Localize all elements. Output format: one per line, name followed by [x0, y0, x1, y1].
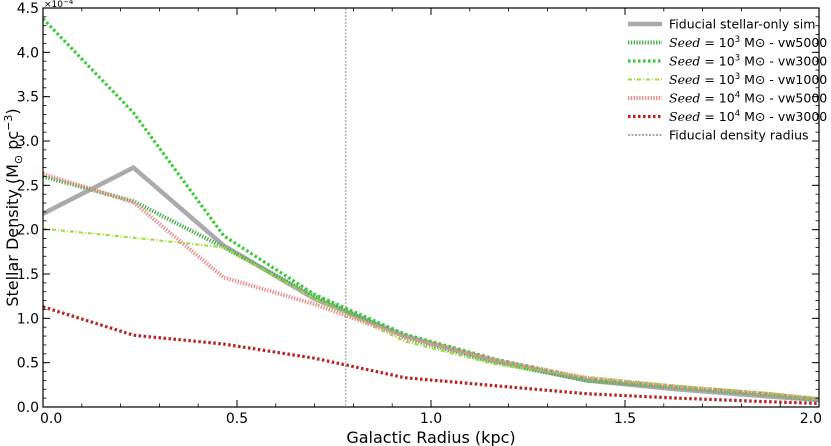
- x-tick-label: 2.0: [800, 411, 822, 427]
- legend-label: Seed = 104 M⊙ - vw3000: [669, 109, 827, 124]
- legend-item-2: Seed = 103 M⊙ - vw3000: [628, 54, 827, 69]
- legend-item-4: Seed = 104 M⊙ - vw5000: [628, 91, 827, 106]
- series-line-3: [43, 227, 819, 400]
- legend-label: Fiducial density radius: [669, 128, 809, 143]
- y-tick-label: 2.0: [17, 223, 39, 239]
- series-line-2: [43, 17, 819, 401]
- x-axis-title: Galactic Radius (kpc): [346, 428, 515, 446]
- x-tick-label: 1.5: [614, 411, 636, 427]
- axis-ticks: 0.0 0.5 1.0 1.5 2.0 0.0 0.5 1.0 1.5 2.0 2.5 3.0 3.5 4…: [17, 1, 822, 427]
- x-tick-label: 1.0: [420, 411, 442, 427]
- legend-item-1: Seed = 103 M⊙ - vw5000: [628, 35, 827, 50]
- series-layer: [43, 17, 819, 406]
- y-tick-label: 3.5: [17, 90, 39, 106]
- legend: Fiducial stellar-only sim Seed = 103 M⊙ -…: [628, 17, 827, 143]
- x-tick-label: 0.0: [40, 411, 62, 427]
- legend-label: Seed = 103 M⊙ - vw1000: [669, 72, 827, 87]
- legend-item-0: Fiducial stellar-only sim: [628, 17, 815, 32]
- legend-item-5: Seed = 104 M⊙ - vw3000: [628, 109, 827, 124]
- x-tick-label: 0.5: [226, 411, 248, 427]
- y-tick-label: 4.5: [17, 1, 39, 17]
- legend-item-3: Seed = 103 M⊙ - vw1000: [628, 72, 827, 87]
- y-tick-label: 0.5: [17, 356, 39, 372]
- y-tick-label: 1.0: [17, 311, 39, 327]
- series-line-4: [43, 171, 819, 402]
- legend-item-6: Fiducial density radius: [628, 128, 809, 143]
- legend-label: Seed = 103 M⊙ - vw5000: [669, 35, 827, 50]
- legend-label: Fiducial stellar-only sim: [669, 17, 815, 32]
- legend-label: Seed = 103 M⊙ - vw3000: [669, 54, 827, 69]
- y-tick-label: 2.5: [17, 178, 39, 194]
- axis-labels: Galactic Radius (kpc) Stellar Density (M⊙…: [2, 0, 516, 446]
- y-tick-label: 4.0: [17, 45, 39, 61]
- legend-label: Seed = 104 M⊙ - vw5000: [669, 91, 827, 106]
- y-tick-label: 1.5: [17, 267, 39, 283]
- y-multiplier: ×10−4: [44, 0, 74, 10]
- y-tick-label: 0.0: [17, 400, 39, 416]
- y-axis-title: Stellar Density (M⊙ pc−3): [2, 108, 25, 306]
- y-tick-label: 3.0: [17, 134, 39, 150]
- series-line-5: [43, 305, 819, 406]
